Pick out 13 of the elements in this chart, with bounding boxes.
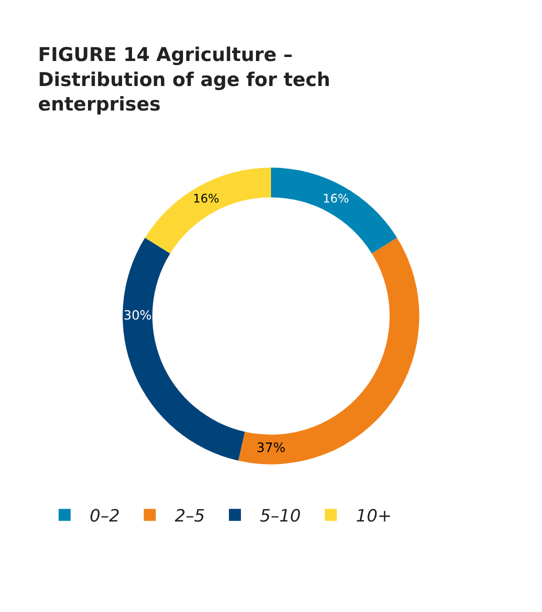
data-label: 37% — [256, 440, 286, 456]
legend-label: 5–10 — [260, 506, 301, 526]
data-label: 30% — [123, 307, 152, 322]
legend-label: 2–5 — [174, 506, 205, 526]
donut-slice — [271, 168, 398, 254]
data-label: 16% — [322, 192, 350, 206]
donut-slice — [238, 238, 420, 464]
data-label: 16% — [192, 192, 220, 206]
donut-slice — [122, 238, 245, 461]
legend-label: 10+ — [356, 506, 392, 526]
donut-slice — [144, 168, 271, 254]
chart-title: FIGURE 14 Agriculture – Distribution of age for tech enterprises — [38, 44, 330, 116]
legend-label: 0–2 — [90, 506, 120, 526]
